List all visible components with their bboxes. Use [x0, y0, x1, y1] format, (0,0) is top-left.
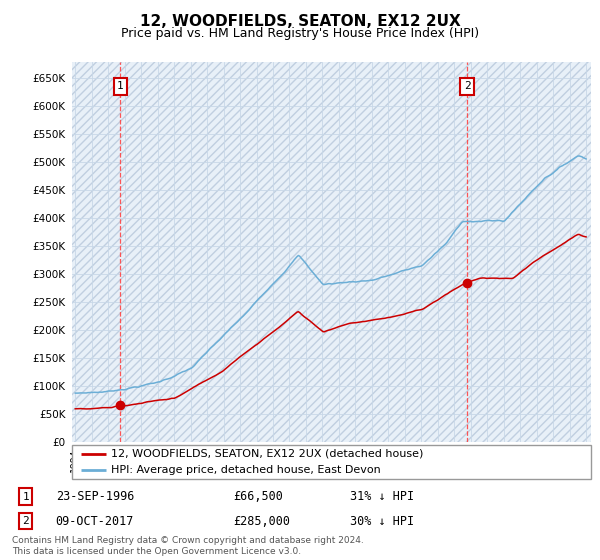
Text: Price paid vs. HM Land Registry's House Price Index (HPI): Price paid vs. HM Land Registry's House … [121, 27, 479, 40]
Text: HPI: Average price, detached house, East Devon: HPI: Average price, detached house, East… [111, 465, 380, 475]
Text: £66,500: £66,500 [233, 490, 283, 503]
Text: 09-OCT-2017: 09-OCT-2017 [56, 515, 134, 528]
Text: Contains HM Land Registry data © Crown copyright and database right 2024.
This d: Contains HM Land Registry data © Crown c… [12, 536, 364, 556]
Text: 12, WOODFIELDS, SEATON, EX12 2UX: 12, WOODFIELDS, SEATON, EX12 2UX [140, 14, 460, 29]
Text: 2: 2 [22, 516, 29, 526]
Text: 30% ↓ HPI: 30% ↓ HPI [350, 515, 413, 528]
Text: 1: 1 [117, 81, 124, 91]
Text: 23-SEP-1996: 23-SEP-1996 [56, 490, 134, 503]
FancyBboxPatch shape [72, 445, 591, 479]
Text: 2: 2 [464, 81, 470, 91]
Text: 1: 1 [22, 492, 29, 502]
Text: 31% ↓ HPI: 31% ↓ HPI [350, 490, 413, 503]
Text: £285,000: £285,000 [233, 515, 290, 528]
Text: 12, WOODFIELDS, SEATON, EX12 2UX (detached house): 12, WOODFIELDS, SEATON, EX12 2UX (detach… [111, 449, 424, 459]
